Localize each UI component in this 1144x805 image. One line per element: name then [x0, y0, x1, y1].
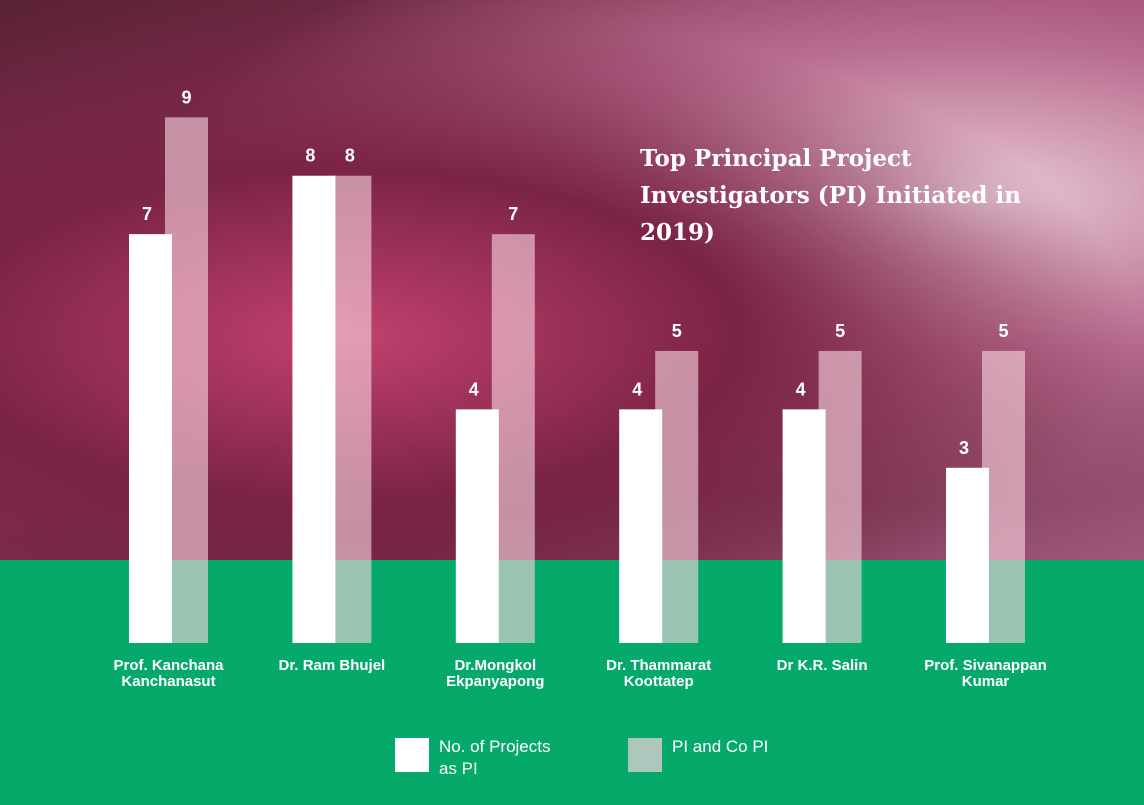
- value-label: 4: [796, 379, 806, 399]
- bar: [292, 175, 336, 643]
- value-label: 8: [345, 146, 355, 166]
- bar: [818, 350, 862, 643]
- bar: [982, 350, 1025, 643]
- value-label: 7: [508, 204, 518, 224]
- value-label: 5: [835, 321, 845, 341]
- x-tick-label: Prof. Kanchana Kanchanasut: [113, 657, 224, 690]
- chart-title: Top Principal Project Investigators (PI)…: [640, 145, 1021, 246]
- bar: [782, 409, 826, 643]
- value-label: 5: [672, 321, 682, 341]
- legend-label: No. of Projects as PI: [439, 737, 551, 778]
- value-label: 4: [469, 379, 479, 399]
- value-label: 7: [142, 204, 152, 224]
- bar: [455, 409, 499, 643]
- x-tick-label: Dr K.R. Salin: [776, 657, 868, 674]
- bar: [129, 234, 172, 644]
- legend-swatch: [628, 738, 662, 772]
- bar: [619, 409, 663, 643]
- bar: [946, 467, 989, 643]
- legend-label: PI and Co PI: [672, 737, 769, 756]
- bar: [328, 175, 372, 643]
- bar: [655, 350, 699, 643]
- bar: [491, 234, 535, 644]
- value-label: 9: [181, 87, 191, 107]
- x-tick-label: Dr. Thammarat Koottatep: [606, 657, 712, 690]
- value-label: 8: [305, 146, 315, 166]
- x-tick-label: Prof. Sivanappan Kumar: [924, 657, 1047, 690]
- x-tick-label: Dr.Mongkol Ekpanyapong: [446, 657, 545, 690]
- value-label: 3: [959, 438, 969, 458]
- value-label: 5: [998, 321, 1008, 341]
- x-tick-label: Dr. Ram Bhujel: [278, 657, 386, 674]
- value-label: 4: [632, 379, 642, 399]
- legend-swatch: [395, 738, 429, 772]
- bar: [165, 117, 208, 644]
